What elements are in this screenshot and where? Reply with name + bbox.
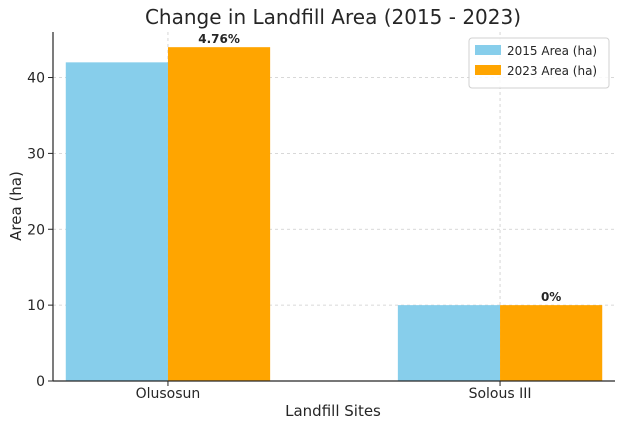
bar-labels-group: 4.76% 0% — [198, 32, 561, 304]
x-tick-label: Olusosun — [136, 386, 201, 402]
y-tick-label: 0 — [36, 374, 45, 390]
x-axis-label: Landfill Sites — [285, 402, 381, 420]
bar-olusosun-series-1 — [65, 62, 168, 381]
bar-data-label: 0% — [541, 290, 561, 304]
y-ticks-group: 0 10 20 30 40 — [27, 71, 53, 390]
y-tick-label: 40 — [27, 71, 45, 87]
legend-entry: 2015 Area (ha) — [507, 44, 597, 58]
legend-swatch — [475, 65, 501, 75]
x-tick-label: Solous III — [469, 386, 532, 402]
legend-box — [468, 37, 610, 89]
bar-data-label: 4.76% — [198, 32, 240, 46]
chart-title: Change in Landfill Area (2015 - 2023) — [145, 5, 521, 29]
x-ticks-group: Olusosun Solous III — [136, 381, 532, 402]
legend-swatch — [475, 45, 501, 55]
bar-solous-iii-series-2 — [500, 305, 603, 381]
legend: 2015 Area (ha) 2023 Area (ha) — [468, 37, 610, 89]
y-tick-label: 20 — [27, 222, 45, 238]
axes-group — [52, 32, 615, 382]
bar-olusosun-series-2 — [167, 47, 271, 381]
y-tick-label: 10 — [27, 298, 45, 314]
y-tick-label: 30 — [27, 146, 45, 162]
bars-group — [65, 47, 603, 381]
legend-entry: 2023 Area (ha) — [507, 64, 597, 78]
y-axis-label: Area (ha) — [7, 171, 25, 241]
bar-solous-iii-series-1 — [397, 305, 501, 381]
